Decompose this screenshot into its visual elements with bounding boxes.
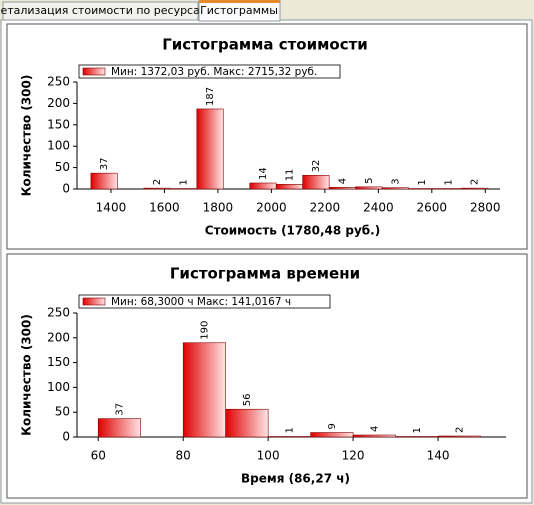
legend-label: Мин: 1372,03 руб. Макс: 2715,32 руб. [111, 66, 317, 78]
value-label: 1 [417, 179, 428, 185]
bar [196, 108, 224, 190]
bar [97, 418, 142, 438]
y-tick-label: 100 [47, 380, 70, 394]
y-tick-label: 250 [47, 75, 70, 89]
y-tick-label: 150 [47, 117, 70, 131]
legend-box [78, 294, 331, 309]
y-tick-label: 250 [47, 306, 70, 320]
legend-box [78, 64, 341, 79]
bar [437, 435, 481, 438]
bar [302, 175, 330, 190]
value-label: 4 [337, 178, 348, 184]
x-tick-label: 60 [91, 449, 106, 463]
bar [143, 187, 171, 190]
legend-swatch [82, 297, 106, 306]
chart-title: Гистограмма времени [170, 265, 360, 283]
y-tick-label: 200 [47, 96, 70, 110]
y-tick-label: 50 [55, 160, 70, 174]
tab-active[interactable] [198, 0, 281, 22]
bar [249, 182, 277, 190]
bar [182, 342, 226, 438]
y-tick-label: 50 [55, 405, 70, 419]
value-label: 37 [114, 403, 125, 416]
bar [225, 408, 269, 438]
value-label: 5 [364, 177, 375, 183]
x-tick-label: 1800 [203, 201, 234, 215]
value-label: 187 [205, 87, 216, 106]
value-label: 1 [412, 427, 423, 433]
value-label: 37 [99, 157, 110, 170]
value-label: 2 [152, 179, 163, 185]
x-tick-label: 140 [427, 449, 450, 463]
x-tick-label: 120 [342, 449, 365, 463]
value-label: 2 [470, 179, 481, 185]
y-tick-label: 0 [62, 182, 70, 196]
value-label: 9 [327, 423, 338, 429]
legend-label: Мин: 68,3000 ч Макс: 141,0167 ч [111, 296, 291, 308]
value-label: 32 [311, 160, 322, 173]
y-tick-label: 150 [47, 355, 70, 369]
value-label: 1 [179, 179, 190, 185]
bar [355, 186, 383, 190]
bar [310, 432, 354, 438]
tab[interactable] [2, 1, 199, 21]
x-tick-label: 2000 [256, 201, 287, 215]
bar [352, 434, 396, 438]
y-tick-label: 200 [47, 330, 70, 344]
bar [275, 183, 303, 190]
bar [381, 187, 409, 190]
value-label: 1 [284, 427, 295, 433]
x-tick-label: 2200 [310, 201, 341, 215]
legend-swatch [82, 67, 106, 76]
x-axis-label: Время (86,27 ч) [241, 472, 350, 486]
x-tick-label: 2600 [417, 201, 448, 215]
value-label: 4 [369, 426, 380, 432]
value-label: 14 [258, 167, 269, 180]
chart-title: Гистограмма стоимости [162, 36, 368, 54]
x-tick-label: 1400 [96, 201, 127, 215]
x-tick-label: 1600 [149, 201, 180, 215]
x-tick-label: 2800 [470, 201, 501, 215]
value-label: 3 [390, 178, 401, 184]
chart-panel [6, 23, 528, 250]
bar [90, 172, 118, 190]
y-tick-label: 0 [62, 430, 70, 444]
y-axis-label: Количество (300) [20, 314, 34, 436]
value-label: 190 [199, 321, 210, 340]
tab-highlight [199, 0, 280, 3]
bar [328, 186, 356, 190]
value-label: 2 [454, 427, 465, 433]
x-tick-label: 100 [257, 449, 280, 463]
tab-label[interactable]: Детализация стоимости по ресурсам [0, 4, 208, 17]
value-label: 11 [284, 169, 295, 182]
bar [461, 187, 489, 190]
x-tick-label: 2400 [363, 201, 394, 215]
x-axis-label: Стоимость (1780,48 руб.) [205, 224, 380, 238]
value-label: 56 [242, 393, 253, 406]
value-label: 1 [443, 179, 454, 185]
y-tick-label: 100 [47, 139, 70, 153]
y-axis-label: Количество (300) [20, 75, 34, 197]
x-tick-label: 80 [176, 449, 191, 463]
tab-label[interactable]: Гистограммы [200, 4, 278, 17]
